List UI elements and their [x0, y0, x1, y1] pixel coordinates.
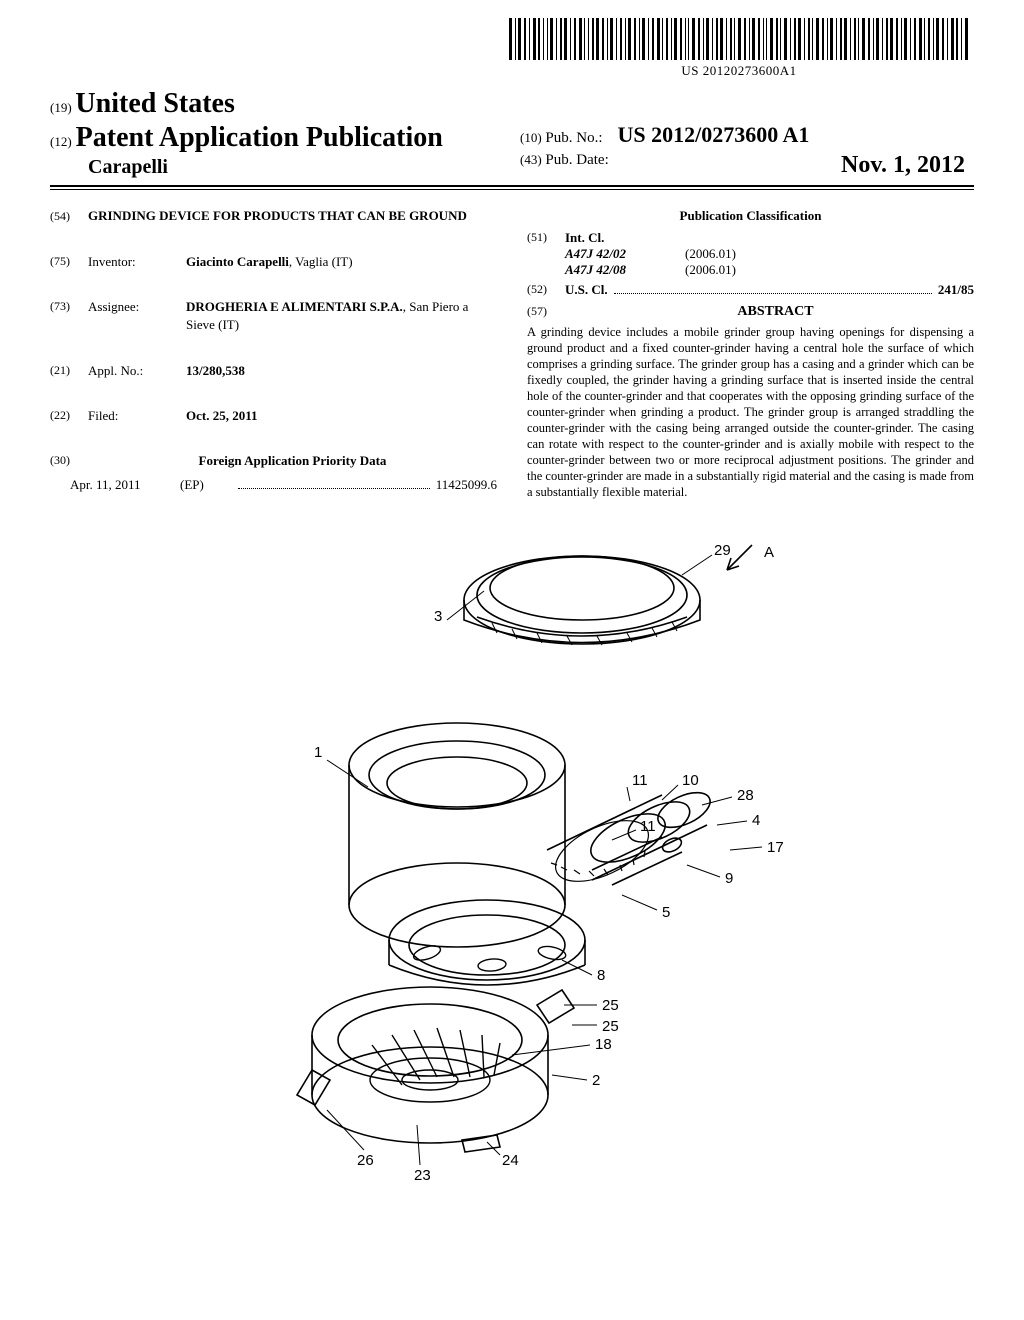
ref-label: 28 [737, 787, 754, 804]
ref-label: 18 [595, 1036, 612, 1053]
priority-country: (EP) [180, 477, 235, 493]
code-43: (43) [520, 152, 542, 167]
code-10: (10) [520, 130, 542, 145]
country: United States [75, 88, 234, 119]
filed-value: Oct. 25, 2011 [186, 407, 497, 425]
intcl-field: (51) Int. Cl. A47J 42/02 (2006.01) A47J … [527, 230, 974, 278]
bibliographic-columns: (54) GRINDING DEVICE FOR PRODUCTS THAT C… [50, 208, 974, 500]
ref-label: 9 [725, 870, 733, 887]
code-30: (30) [50, 453, 88, 469]
assignee-label: Assignee: [88, 298, 186, 333]
ref-label: 8 [597, 967, 605, 984]
uscl-label: U.S. Cl. [565, 282, 608, 298]
ref-label: 11 [632, 772, 648, 789]
pubdate-value: Nov. 1, 2012 [841, 152, 965, 179]
barcode-graphic [509, 18, 969, 60]
abstract-text: A grinding device includes a mobile grin… [527, 324, 974, 500]
pubdate-label: Pub. Date: [545, 152, 608, 168]
ref-label: 10 [682, 772, 699, 789]
code-75: (75) [50, 253, 88, 271]
intcl-version: (2006.01) [685, 262, 736, 278]
ref-label: 17 [767, 839, 784, 856]
abstract-heading-row: (57) ABSTRACT [527, 304, 974, 320]
code-52: (52) [527, 282, 565, 298]
uscl-value: 241/85 [938, 282, 974, 298]
ref-label: 24 [502, 1152, 519, 1169]
priority-row: Apr. 11, 2011 (EP) 11425099.6 [50, 477, 497, 493]
uscl-field: (52) U.S. Cl. 241/85 [527, 282, 974, 298]
inventor-name: Giacinto Carapelli [186, 254, 289, 269]
ref-label: 25 [602, 997, 619, 1014]
uscl-dots [614, 282, 932, 294]
ref-label: 2 [592, 1072, 600, 1089]
invention-title: GRINDING DEVICE FOR PRODUCTS THAT CAN BE… [88, 208, 497, 225]
code-21: (21) [50, 362, 88, 380]
ref-label: 3 [434, 608, 442, 625]
title-field: (54) GRINDING DEVICE FOR PRODUCTS THAT C… [50, 208, 497, 225]
inventor-field: (75) Inventor: Giacinto Carapelli, Vagli… [50, 253, 497, 271]
barcode-block: US 20120273600A1 [509, 18, 969, 79]
ref-label: 1 [314, 744, 322, 761]
intcl-item: A47J 42/02 (2006.01) [565, 246, 974, 262]
ref-label: A [764, 544, 774, 561]
pubclass-heading: Publication Classification [527, 208, 974, 224]
filed-label: Filed: [88, 407, 186, 425]
patent-figure: 29 A 3 1 11 10 28 11 4 17 9 5 8 25 18 2 … [50, 525, 974, 1190]
priority-number: 11425099.6 [436, 477, 497, 493]
ref-label: 23 [414, 1167, 431, 1184]
pubno-value: US 2012/0273600 A1 [618, 122, 810, 147]
assignee-field: (73) Assignee: DROGHERIA E ALIMENTARI S.… [50, 298, 497, 333]
ref-label: 26 [357, 1152, 374, 1169]
code-12: (12) [50, 134, 72, 149]
header-right: (10) Pub. No.: US 2012/0273600 A1 (43) P… [520, 122, 970, 179]
applno-field: (21) Appl. No.: 13/280,538 [50, 362, 497, 380]
priority-heading: Foreign Application Priority Data [88, 453, 497, 469]
inventor-loc: , Vaglia (IT) [289, 254, 353, 269]
barcode-text: US 20120273600A1 [509, 63, 969, 79]
intcl-symbol: A47J 42/08 [565, 262, 685, 278]
intcl-symbol: A47J 42/02 [565, 246, 685, 262]
assignee-name: DROGHERIA E ALIMENTARI S.P.A. [186, 299, 403, 314]
filed-field: (22) Filed: Oct. 25, 2011 [50, 407, 497, 425]
code-22: (22) [50, 407, 88, 425]
ref-label: 5 [662, 904, 670, 921]
rule-thick [50, 185, 974, 187]
pubno-label: Pub. No.: [545, 130, 602, 146]
ref-label: 11 [640, 818, 656, 835]
code-54: (54) [50, 208, 88, 225]
ref-label: 4 [752, 812, 760, 829]
exploded-view-drawing: 29 A 3 1 11 10 28 11 4 17 9 5 8 25 18 2 … [192, 525, 832, 1185]
code-73: (73) [50, 298, 88, 333]
applno-label: Appl. No.: [88, 362, 186, 380]
code-19: (19) [50, 100, 72, 115]
intcl-label: Int. Cl. [565, 230, 974, 246]
intcl-version: (2006.01) [685, 246, 736, 262]
right-column: Publication Classification (51) Int. Cl.… [527, 208, 974, 500]
ref-label: 25 [602, 1018, 619, 1035]
intcl-item: A47J 42/08 (2006.01) [565, 262, 974, 278]
inventor-label: Inventor: [88, 253, 186, 271]
applno-value: 13/280,538 [186, 362, 497, 380]
abstract-heading: ABSTRACT [737, 304, 813, 319]
ref-label: 29 [714, 542, 731, 559]
priority-dots [238, 477, 430, 489]
code-51: (51) [527, 230, 565, 278]
priority-date: Apr. 11, 2011 [70, 477, 180, 493]
publication-type: Patent Application Publication [76, 122, 443, 153]
left-column: (54) GRINDING DEVICE FOR PRODUCTS THAT C… [50, 208, 497, 500]
rule-thin [50, 189, 974, 190]
code-57: (57) [527, 304, 547, 319]
